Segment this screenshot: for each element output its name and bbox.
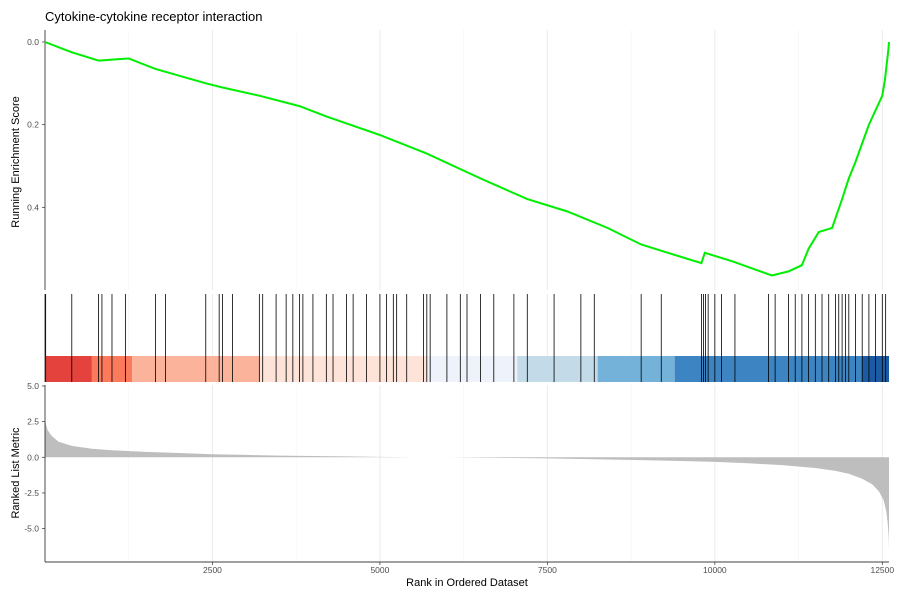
- ranked-metric-gridlines: [128, 385, 883, 562]
- y-tick-label: 5.0: [27, 381, 39, 391]
- y-tick-label: 0.0: [27, 37, 39, 47]
- running-score-line: [44, 41, 890, 277]
- colorbar-segment: [517, 356, 598, 382]
- y-tick-label: 0.0: [27, 452, 39, 462]
- x-tick-label: 7500: [538, 565, 557, 575]
- colorbar-segment: [259, 356, 427, 382]
- x-ticks: 2500 5000 7500 10000 12500: [203, 562, 894, 575]
- plot-title: Cytokine-cytokine receptor interaction: [45, 9, 263, 24]
- ranked-metric-y-ticks: 5.0 2.5 0.0 -2.5 -5.0: [24, 381, 45, 534]
- colorbar-segment: [132, 356, 260, 382]
- y-tick-label: -2.5: [24, 488, 39, 498]
- colorbar-segment: [426, 356, 518, 382]
- gene-hits-panel: [44, 294, 889, 382]
- y-tick-label: 0.2: [27, 120, 39, 130]
- x-tick-label: 10000: [703, 565, 727, 575]
- colorbar-segment: [597, 356, 675, 382]
- colorbar-segment: [45, 356, 92, 382]
- x-tick-label: 2500: [203, 565, 222, 575]
- x-axis-label: Rank in Ordered Dataset: [406, 577, 528, 589]
- x-tick-label: 12500: [870, 565, 894, 575]
- ranked-metric-panel: 5.0 2.5 0.0 -2.5 -5.0 2500 5000 7500 10000 12500…: [10, 381, 894, 589]
- ranked-metric-y-label: Ranked List Metric: [10, 427, 22, 519]
- y-tick-label: -5.0: [24, 524, 39, 534]
- running-score-gridlines: [128, 30, 883, 290]
- running-score-panel: 0.0 0.2 0.4 Running Enrichment Score: [10, 30, 890, 290]
- running-score-y-label: Running Enrichment Score: [10, 96, 22, 227]
- y-tick-label: 2.5: [27, 417, 39, 427]
- running-score-y-ticks: 0.0 0.2 0.4: [27, 37, 45, 212]
- ranked-metric-area: [45, 420, 889, 550]
- y-tick-label: 0.4: [27, 202, 39, 212]
- gene-hit-marks: [45, 294, 887, 382]
- x-tick-label: 5000: [370, 565, 389, 575]
